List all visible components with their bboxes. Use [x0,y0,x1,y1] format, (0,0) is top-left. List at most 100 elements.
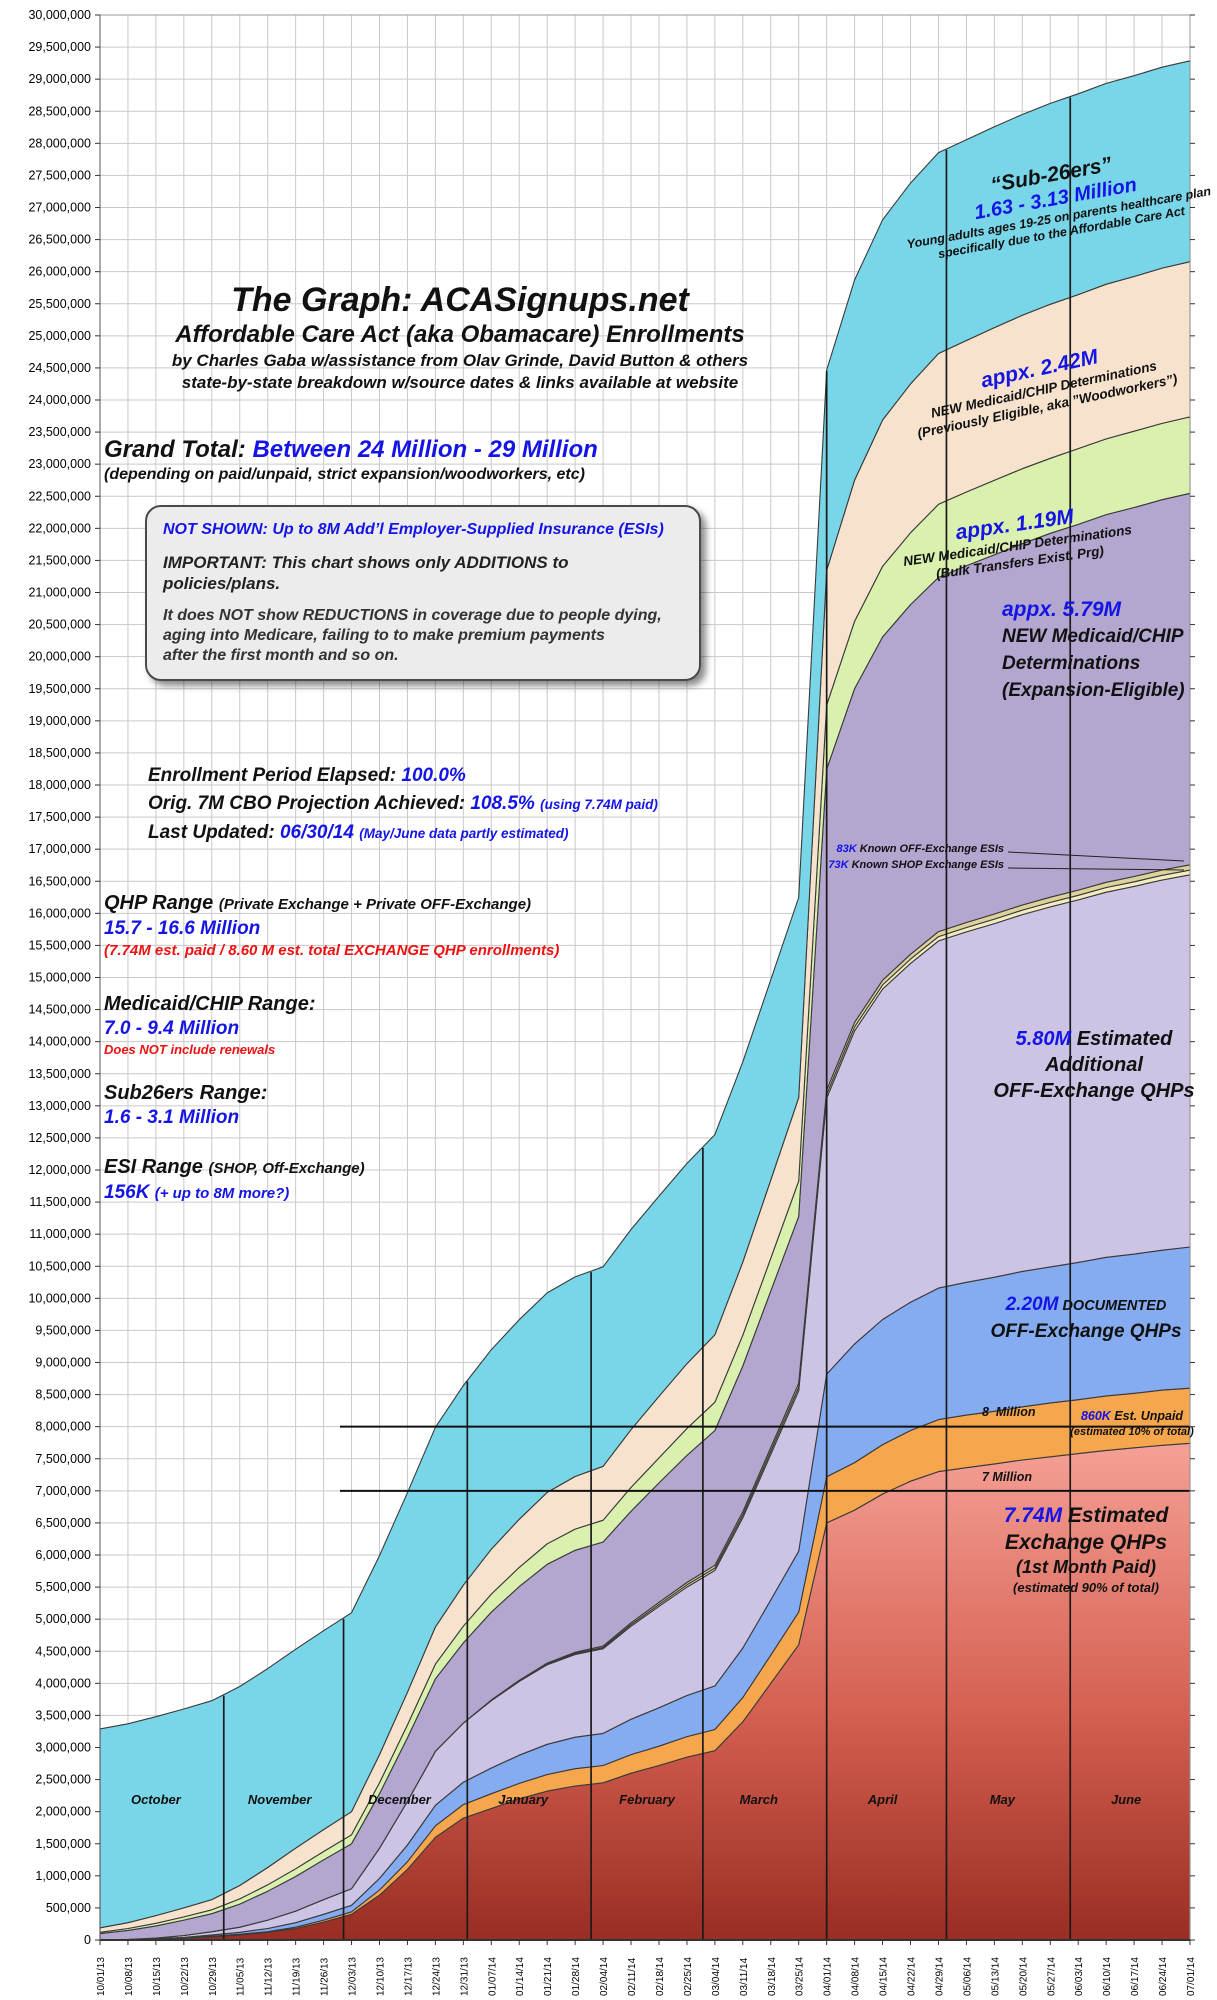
stat-note: (using 7.74M paid) [540,797,658,812]
band-value: 7.74M [1003,1504,1063,1527]
y-axis-label: 20,000,000 [28,650,91,664]
y-axis-label: 14,000,000 [28,1035,91,1049]
x-axis-date-label: 12/03/13 [348,1957,359,1996]
callout-desc: Known SHOP Exchange ESIs [848,859,1004,871]
y-axis-label: 19,500,000 [28,682,91,696]
stat-value: 108.5% [470,793,541,814]
y-axis-label: 13,500,000 [28,1067,91,1081]
y-axis-label: 29,000,000 [28,72,91,86]
band-value: 860K [1080,1409,1111,1423]
y-axis-label: 16,000,000 [28,906,91,920]
grand-total: Grand Total: Between 24 Million - 29 Mil… [104,436,598,486]
x-axis-date-label: 01/21/14 [543,1957,554,1996]
band-desc: DOCUMENTED [1058,1298,1167,1314]
x-axis-date-label: 06/10/14 [1102,1957,1113,1996]
y-axis-label: 3,500,000 [35,1708,91,1722]
sub26-range-block: Sub26ers Range: 1.6 - 3.1 Million [104,1081,267,1130]
band-desc: NEW Medicaid/CHIP [1002,626,1184,647]
source-note: state-by-state breakdown w/source dates … [181,373,739,392]
y-axis-label: 21,500,000 [28,553,91,567]
callout-desc: Known OFF-Exchange ESIs [856,843,1004,855]
band-value: 5.80M [1015,1028,1072,1050]
paid-qhp-band-label: 7.74M Estimated Exchange QHPs (1st Month… [970,1502,1202,1596]
month-label: December [368,1792,432,1807]
range-subtitle: (SHOP, Off-Exchange) [208,1160,365,1177]
x-axis-date-label: 02/25/14 [683,1957,694,1996]
y-axis-label: 1,000,000 [35,1869,91,1883]
band-desc: Exchange QHPs [1004,1531,1168,1554]
x-axis-date-label: 03/04/14 [711,1957,722,1996]
y-axis-label: 21,000,000 [28,586,91,600]
off-exchange-estimated-band-label: 5.80M Estimated Additional OFF-Exchange … [988,1026,1200,1104]
x-axis-date-label: 02/18/14 [655,1957,666,1996]
range-title: QHP Range [104,892,219,914]
y-axis-label: 2,000,000 [35,1805,91,1819]
y-axis-label: 28,500,000 [28,104,91,118]
x-axis-date-label: 12/17/13 [403,1957,414,1996]
x-axis-date-label: 03/11/14 [739,1957,750,1996]
y-axis-label: 23,500,000 [28,425,91,439]
y-axis-label: 27,500,000 [28,168,91,182]
x-axis-date-label: 02/04/14 [599,1957,610,1996]
range-title: Medicaid/CHIP Range: [104,993,316,1015]
range-title: Sub26ers Range: [104,1082,268,1104]
y-axis-label: 18,000,000 [28,778,91,792]
reductions-note-2: aging into Medicare, failing to to make … [163,627,605,644]
x-axis-date-label: 04/22/14 [907,1957,918,1996]
y-axis-label: 6,500,000 [35,1516,91,1530]
enrollment-period-stat: Enrollment Period Elapsed: 100.0% [148,762,658,790]
y-axis-label: 14,500,000 [28,1003,91,1017]
x-axis-date-label: 11/12/13 [264,1957,275,1996]
y-axis-label: 2,500,000 [35,1773,91,1787]
band-desc: (estimated 90% of total) [1013,1580,1159,1595]
stat-note: (May/June data partly estimated) [359,826,569,841]
esi-range-block: ESI Range (SHOP, Off-Exchange) 156K (+ u… [104,1155,365,1205]
esi-pointer-line [1007,867,1185,871]
y-axis-label: 24,500,000 [28,361,91,375]
x-axis-date-label: 04/29/14 [935,1957,946,1996]
eight-million-line-label: 8 Million [982,1405,1036,1419]
y-axis-label: 3,000,000 [35,1741,91,1755]
band-desc: Estimated [1062,1504,1169,1527]
range-subtitle: (Private Exchange + Private OFF-Exchange… [218,896,532,913]
y-axis-label: 8,000,000 [35,1420,91,1434]
x-axis-date-label: 12/31/13 [459,1957,470,1996]
x-axis-date-label: 03/18/14 [767,1957,778,1996]
medicaid-range-block: Medicaid/CHIP Range: 7.0 - 9.4 Million D… [104,992,316,1058]
y-axis-label: 27,000,000 [28,201,91,215]
y-axis-label: 0 [84,1933,91,1947]
reductions-note-1: It does NOT show REDUCTIONS in coverage … [163,607,662,624]
y-axis-label: 4,500,000 [35,1644,91,1658]
range-note: (7.74M est. paid / 8.60 M est. total EXC… [104,942,560,959]
band-desc: (estimated 10% of total) [1070,1426,1194,1438]
stats-block: Enrollment Period Elapsed: 100.0% Orig. … [148,762,658,848]
month-label: April [867,1792,898,1807]
band-desc: Additional [1045,1054,1143,1076]
range-value-note: (+ up to 8M more?) [154,1185,290,1202]
last-updated-stat: Last Updated: 06/30/14 (May/June data pa… [148,819,658,848]
y-axis-label: 5,500,000 [35,1580,91,1594]
band-desc: OFF-Exchange QHPs [993,1080,1195,1102]
important-note: IMPORTANT: This chart shows only ADDITIO… [163,553,569,593]
month-label: March [740,1792,778,1807]
shop-exchange-esi-callout: 73K Known SHOP Exchange ESIs [806,857,1004,873]
grand-total-value: Between 24 Million - 29 Million [252,436,598,463]
x-axis-date-label: 05/27/14 [1046,1957,1057,1996]
disclaimer-box: NOT SHOWN: Up to 8M Add’l Employer-Suppl… [145,505,701,681]
y-axis-label: 26,500,000 [28,233,91,247]
y-axis-label: 23,000,000 [28,457,91,471]
band-value: appx. 5.79M [1002,598,1122,621]
qhp-range-block: QHP Range (Private Exchange + Private OF… [104,891,559,960]
off-exchange-documented-band-label: 2.20M DOCUMENTED OFF-Exchange QHPs [972,1292,1200,1344]
y-axis-label: 4,000,000 [35,1676,91,1690]
x-axis-date-label: 10/22/13 [180,1957,191,1996]
x-axis-date-label: 05/06/14 [962,1957,973,1996]
not-shown-note: NOT SHOWN: Up to 8M Add’l Employer-Suppl… [163,521,664,538]
esi-callout-labels: 83K Known OFF-Exchange ESIs 73K Known SH… [806,841,1004,873]
grand-total-sub: (depending on paid/unpaid, strict expans… [104,466,585,483]
x-axis-date-label: 04/15/14 [879,1957,890,1996]
grand-total-label: Grand Total: [104,436,253,463]
x-axis-date-label: 06/17/14 [1130,1957,1141,1996]
